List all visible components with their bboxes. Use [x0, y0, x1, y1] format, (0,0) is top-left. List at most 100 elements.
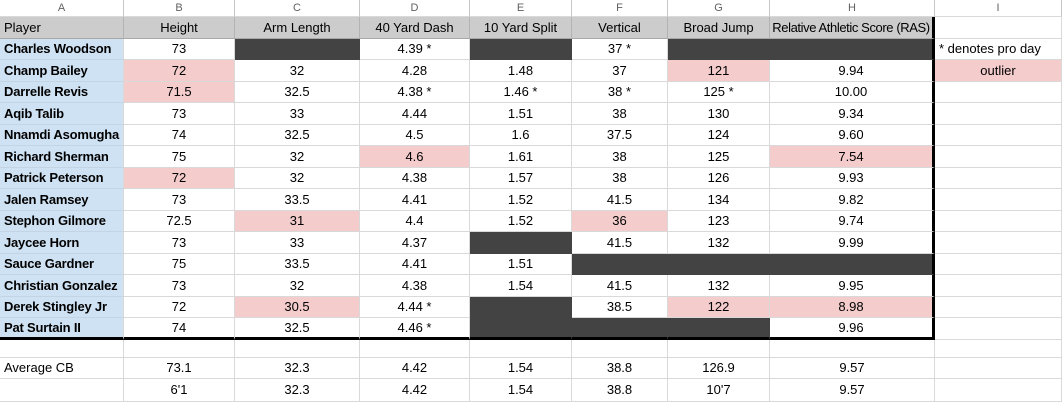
player-name-cell[interactable]: Jaycee Horn — [0, 232, 124, 254]
stat-cell[interactable]: 1.51 — [470, 253, 572, 276]
notes-cell[interactable] — [935, 146, 1062, 168]
outlier-stat-cell[interactable]: 121 — [668, 60, 770, 82]
stat-cell[interactable]: 41.5 — [572, 275, 668, 297]
outlier-stat-cell[interactable]: 72 — [124, 60, 235, 82]
stat-cell[interactable]: 38 — [572, 167, 668, 190]
player-name-cell[interactable]: Jalen Ramsey — [0, 189, 124, 211]
average-stat-cell[interactable]: 32.3 — [235, 378, 360, 402]
missing-data-cell[interactable] — [470, 232, 572, 254]
stat-cell[interactable]: 4.39 * — [360, 38, 470, 61]
stat-cell[interactable]: 75 — [124, 253, 235, 276]
notes-cell[interactable] — [935, 318, 1062, 340]
missing-data-cell[interactable] — [470, 296, 572, 319]
missing-data-cell[interactable] — [235, 38, 360, 61]
player-name-cell[interactable]: Patrick Peterson — [0, 167, 124, 190]
stat-cell[interactable]: 38.5 — [572, 296, 668, 319]
notes-cell[interactable] — [935, 296, 1062, 319]
average-stat-cell[interactable]: 6'1 — [124, 378, 235, 402]
stat-cell[interactable]: 32 — [235, 60, 360, 82]
stat-cell[interactable]: 10.00 — [770, 81, 935, 104]
header-arm-length[interactable]: Arm Length — [235, 17, 360, 39]
stat-cell[interactable]: 126 — [668, 167, 770, 190]
missing-data-cell[interactable] — [668, 318, 770, 340]
missing-data-cell[interactable] — [572, 253, 668, 276]
stat-cell[interactable]: 4.4 — [360, 210, 470, 233]
stat-cell[interactable]: 9.82 — [770, 189, 935, 211]
player-name-cell[interactable]: Nnamdi Asomugha — [0, 124, 124, 147]
missing-data-cell[interactable] — [470, 38, 572, 61]
empty-cell[interactable] — [0, 339, 124, 358]
stat-cell[interactable]: 32.5 — [235, 124, 360, 147]
stat-cell[interactable]: 4.46 * — [360, 318, 470, 340]
notes-cell[interactable] — [935, 232, 1062, 254]
stat-cell[interactable]: 75 — [124, 146, 235, 168]
stat-cell[interactable]: 1.54 — [470, 275, 572, 297]
stat-cell[interactable]: 4.5 — [360, 124, 470, 147]
empty-cell[interactable] — [935, 339, 1062, 358]
stat-cell[interactable]: 73 — [124, 275, 235, 297]
empty-cell[interactable] — [572, 339, 668, 358]
header-height[interactable]: Height — [124, 17, 235, 39]
stat-cell[interactable]: 32 — [235, 146, 360, 168]
header-broad-jump[interactable]: Broad Jump — [668, 17, 770, 39]
notes-cell[interactable] — [935, 378, 1062, 402]
column-letter-d[interactable]: D — [360, 0, 470, 17]
column-letter-h[interactable]: H — [770, 0, 935, 17]
stat-cell[interactable]: 4.38 — [360, 275, 470, 297]
outlier-stat-cell[interactable]: 8.98 — [770, 296, 935, 319]
stat-cell[interactable]: 4.28 — [360, 60, 470, 82]
player-name-cell[interactable]: Stephon Gilmore — [0, 210, 124, 233]
column-letter-g[interactable]: G — [668, 0, 770, 17]
stat-cell[interactable]: 9.74 — [770, 210, 935, 233]
stat-cell[interactable]: 4.37 — [360, 232, 470, 254]
stat-cell[interactable]: 38 * — [572, 81, 668, 104]
outlier-stat-cell[interactable]: 36 — [572, 210, 668, 233]
stat-cell[interactable]: 125 * — [668, 81, 770, 104]
stat-cell[interactable]: 4.44 * — [360, 296, 470, 319]
empty-cell[interactable] — [668, 339, 770, 358]
stat-cell[interactable]: 1.46 * — [470, 81, 572, 104]
player-name-cell[interactable]: Darrelle Revis — [0, 81, 124, 104]
missing-data-cell[interactable] — [668, 38, 770, 61]
stat-cell[interactable]: 73 — [124, 38, 235, 61]
column-letter-a[interactable]: A — [0, 0, 124, 17]
stat-cell[interactable]: 4.41 — [360, 189, 470, 211]
stat-cell[interactable]: 134 — [668, 189, 770, 211]
missing-data-cell[interactable] — [668, 253, 770, 276]
missing-data-cell[interactable] — [770, 253, 935, 276]
outlier-stat-cell[interactable]: 4.6 — [360, 146, 470, 168]
column-letter-c[interactable]: C — [235, 0, 360, 17]
notes-cell[interactable] — [935, 124, 1062, 147]
stat-cell[interactable]: 1.57 — [470, 167, 572, 190]
header-relative-athletic-score-ras[interactable]: Relative Athletic Score (RAS) — [770, 17, 935, 39]
stat-cell[interactable]: 9.99 — [770, 232, 935, 254]
player-name-cell[interactable]: Pat Surtain II — [0, 318, 124, 340]
stat-cell[interactable]: 73 — [124, 232, 235, 254]
player-name-cell[interactable]: Charles Woodson — [0, 38, 124, 61]
average-stat-cell[interactable]: 32.3 — [235, 357, 360, 379]
stat-cell[interactable]: 73 — [124, 189, 235, 211]
average-stat-cell[interactable]: 126.9 — [668, 357, 770, 379]
empty-cell[interactable] — [235, 339, 360, 358]
average-stat-cell[interactable]: 1.54 — [470, 378, 572, 402]
stat-cell[interactable]: 33.5 — [235, 189, 360, 211]
header-player[interactable]: Player — [0, 17, 124, 39]
stat-cell[interactable]: 9.96 — [770, 318, 935, 340]
stat-cell[interactable]: 132 — [668, 232, 770, 254]
stat-cell[interactable]: 1.6 — [470, 124, 572, 147]
average-stat-cell[interactable]: 73.1 — [124, 357, 235, 379]
empty-cell[interactable] — [770, 339, 935, 358]
missing-data-cell[interactable] — [572, 318, 668, 340]
average-stat-cell[interactable]: 4.42 — [360, 378, 470, 402]
stat-cell[interactable]: 72 — [124, 296, 235, 319]
column-letter-e[interactable]: E — [470, 0, 572, 17]
player-name-cell[interactable]: Richard Sherman — [0, 146, 124, 168]
stat-cell[interactable]: 1.52 — [470, 189, 572, 211]
missing-data-cell[interactable] — [470, 318, 572, 340]
stat-cell[interactable]: 72.5 — [124, 210, 235, 233]
stat-cell[interactable]: 74 — [124, 318, 235, 340]
outlier-stat-cell[interactable]: 122 — [668, 296, 770, 319]
stat-cell[interactable]: 37.5 — [572, 124, 668, 147]
stat-cell[interactable]: 38 — [572, 146, 668, 168]
header-40-yard-dash[interactable]: 40 Yard Dash — [360, 17, 470, 39]
